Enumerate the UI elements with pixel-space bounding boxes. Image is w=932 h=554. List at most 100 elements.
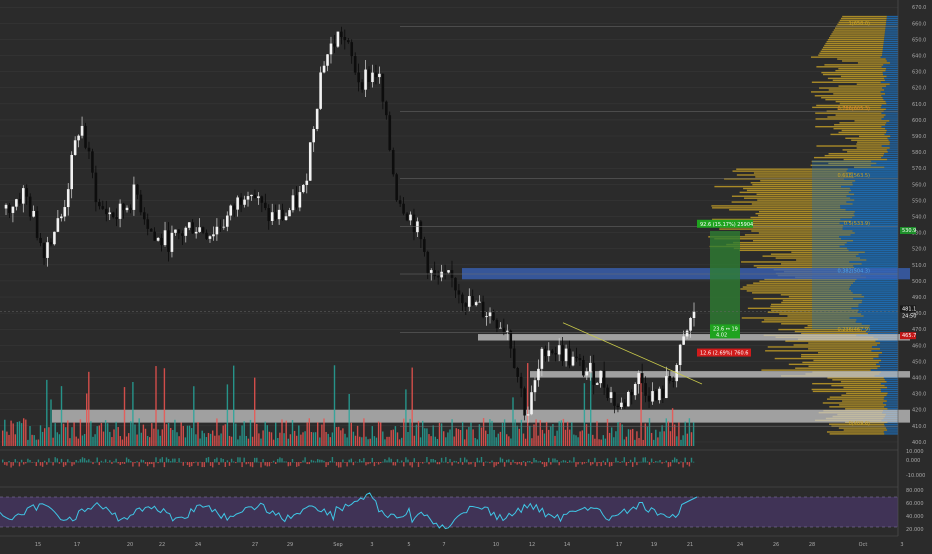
time-tick-label: 28 xyxy=(809,542,815,548)
volume-bar xyxy=(396,432,399,446)
osc-bar xyxy=(146,462,149,467)
axes-layer[interactable]: 670.0 660.0 650.0 640.0 630.0 620.0 610.0 600.0… xyxy=(35,0,927,548)
profile-bar-blue xyxy=(849,286,898,288)
volume-bar xyxy=(128,433,130,446)
osc-bar xyxy=(287,462,289,467)
profile-bar-blue xyxy=(885,100,898,103)
profile-bar-blue xyxy=(858,253,898,255)
candles-layer xyxy=(4,26,696,423)
time-tick-label: Sep xyxy=(333,542,342,548)
candle-body xyxy=(170,232,174,252)
volume-bar xyxy=(512,397,514,446)
profile-bar-gold xyxy=(812,106,881,109)
osc-bar xyxy=(537,461,539,463)
profile-bar-gold xyxy=(751,230,853,232)
osc-bar xyxy=(468,462,470,465)
profile-bar-blue xyxy=(876,162,898,165)
osc-bar xyxy=(104,459,107,463)
volume-bar xyxy=(113,429,115,446)
candle-body xyxy=(343,37,347,41)
candle-body xyxy=(263,202,267,209)
candle-body xyxy=(350,42,354,57)
osc-bar xyxy=(258,461,260,463)
volume-bar xyxy=(308,418,310,446)
volume-bar xyxy=(438,422,441,446)
candle-body xyxy=(568,348,571,366)
profile-bar-blue xyxy=(877,344,898,346)
fib-level-label: 0.236(467.9) xyxy=(837,327,870,333)
profile-bar-blue xyxy=(861,294,898,296)
osc-bar xyxy=(247,462,250,464)
profile-bar-gold xyxy=(811,388,881,391)
profile-bar-gold xyxy=(753,172,854,174)
profile-bar-blue xyxy=(849,317,898,319)
profile-bar-gold xyxy=(842,15,887,18)
volume-bar xyxy=(165,424,168,446)
osc-bar xyxy=(31,462,33,463)
osc-bar xyxy=(440,457,443,463)
osc-bar xyxy=(405,457,407,463)
volume-bar xyxy=(665,418,667,446)
price-tick-label: 570.0 xyxy=(912,166,926,172)
osc-bar xyxy=(207,457,210,463)
osc-bar xyxy=(222,458,224,463)
profile-bar-blue xyxy=(844,243,898,246)
profile-bar-gold xyxy=(750,216,853,219)
profile-bar-blue xyxy=(847,174,898,176)
candle-body xyxy=(547,350,551,357)
volume-bar xyxy=(432,425,434,446)
profile-bar-blue xyxy=(881,125,898,128)
profile-bar-gold xyxy=(835,27,886,29)
profile-bar-blue xyxy=(880,91,898,93)
profile-bar-blue xyxy=(884,79,898,82)
profile-bar-blue xyxy=(854,193,898,196)
volume-bar xyxy=(434,436,436,446)
volume-bar xyxy=(667,421,670,446)
osc-bar xyxy=(203,462,205,468)
profile-bar-gold xyxy=(829,406,885,408)
candle-body xyxy=(633,384,637,396)
osc-bar xyxy=(514,462,516,464)
price-tick-label: 420.0 xyxy=(912,408,926,414)
volume-bar xyxy=(96,426,98,446)
osc-bar xyxy=(23,462,25,465)
profile-bar-blue xyxy=(852,182,898,184)
osc-bar xyxy=(608,462,611,467)
volume-bar xyxy=(136,434,138,446)
volume-bar xyxy=(100,422,103,446)
profile-bar-blue xyxy=(885,108,898,111)
osc-bar xyxy=(283,461,285,463)
osc-bar xyxy=(46,462,48,465)
candle-body xyxy=(630,392,634,396)
osc-bar xyxy=(516,462,518,465)
volume-bar xyxy=(8,434,10,446)
volume-bar xyxy=(558,421,560,446)
profile-bar-gold xyxy=(819,52,883,54)
volume-bar xyxy=(226,384,229,446)
profile-bar-blue xyxy=(883,42,898,45)
rsi-band xyxy=(0,497,898,527)
volume-bar xyxy=(41,431,44,446)
candle-body xyxy=(412,214,416,233)
volume-bar xyxy=(388,436,390,446)
osc-bar xyxy=(73,462,75,465)
price-tick-label: 550.0 xyxy=(912,198,926,204)
zone-support xyxy=(52,409,910,423)
profile-bar-blue xyxy=(871,160,898,163)
volume-bar xyxy=(317,422,319,446)
osc-bar xyxy=(625,462,628,466)
volume-bar xyxy=(109,431,111,446)
profile-bar-gold xyxy=(756,193,855,196)
osc-bar xyxy=(541,462,544,465)
profile-bar-gold xyxy=(839,19,887,22)
volume-bar xyxy=(485,430,487,446)
osc-bar xyxy=(144,462,147,464)
volume-bar xyxy=(407,432,409,446)
candle-body xyxy=(682,336,685,345)
candle-body xyxy=(353,56,357,73)
osc-bar xyxy=(18,462,21,467)
volume-bar xyxy=(348,393,350,446)
volume-bar xyxy=(191,428,193,446)
volume-bar xyxy=(617,422,619,446)
